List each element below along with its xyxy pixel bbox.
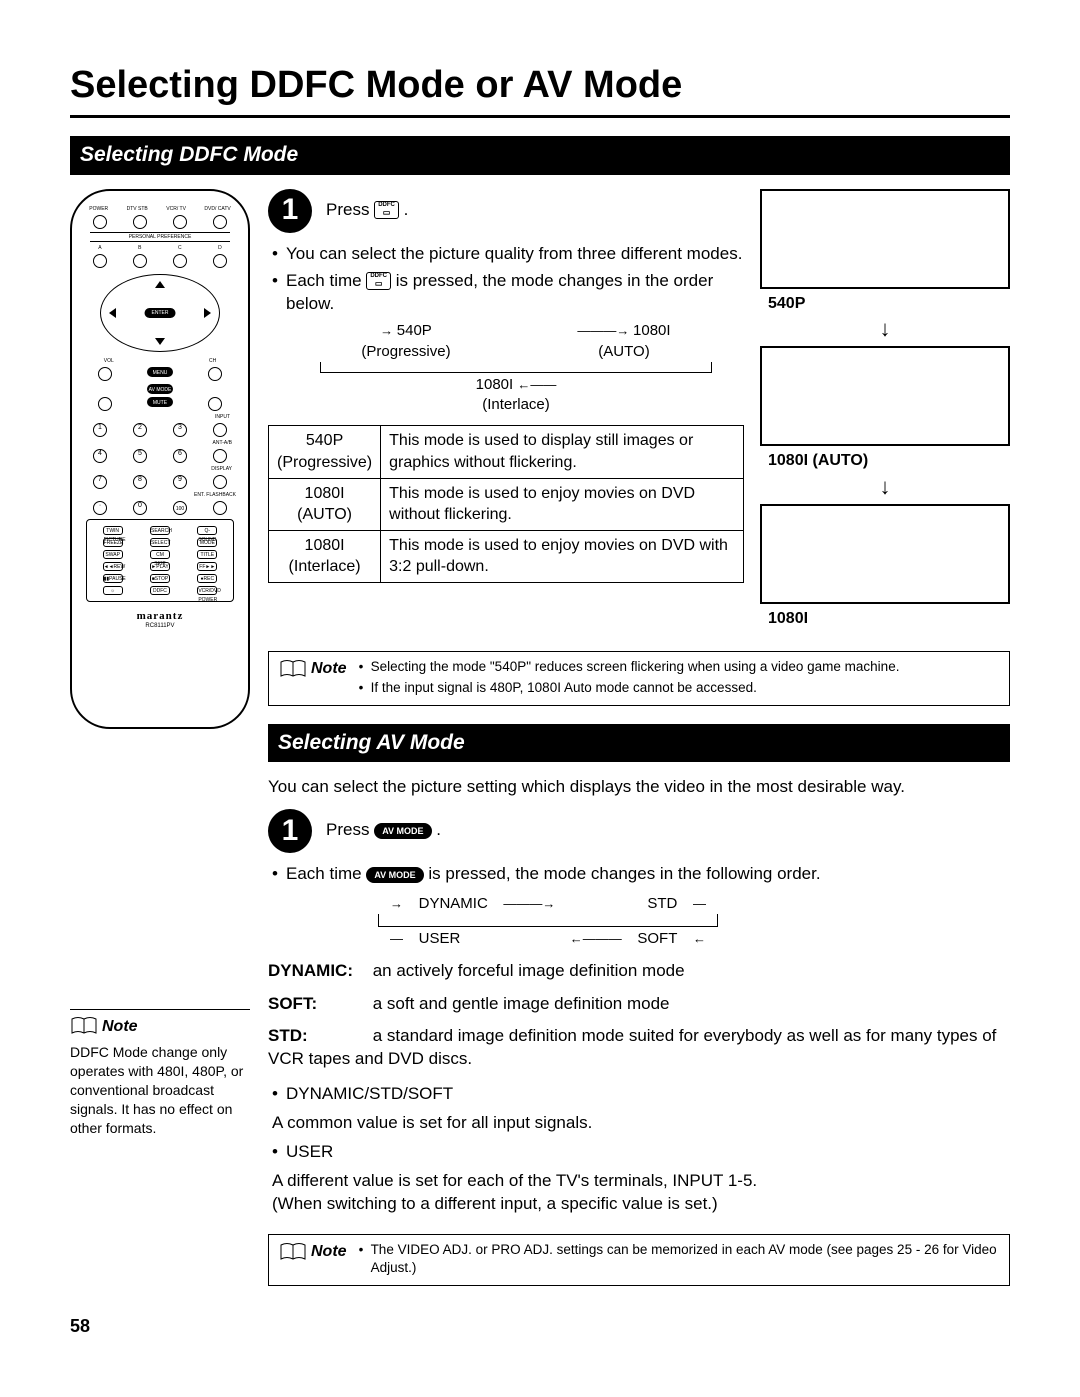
page-title: Selecting DDFC Mode or AV Mode: [70, 60, 1010, 111]
enter-button[interactable]: ENTER: [145, 308, 176, 318]
page-number: 58: [70, 1314, 1010, 1338]
brand-logo: marantz: [80, 610, 240, 623]
screen-preview: [760, 189, 1010, 289]
dpad[interactable]: ENTER: [100, 274, 220, 352]
power-button[interactable]: [93, 215, 107, 229]
screen-preview: [760, 346, 1010, 446]
ddfc-cycle-diagram: → 540P(Progressive) ———→ 1080I(AUTO) 108…: [298, 321, 734, 415]
section-av-header: Selecting AV Mode: [268, 724, 1010, 762]
ddfc-bullet-2: Each time DDFC▭ is pressed, the mode cha…: [272, 270, 744, 316]
table-row: 1080I(Interlace) This mode is used to en…: [269, 530, 744, 582]
ddfc-button-icon: DDFC▭: [366, 272, 391, 289]
av-definitions: DYNAMIC: an actively forceful image defi…: [268, 960, 1010, 1072]
ddfc-note-box: Note Selecting the mode "540P" reduces s…: [268, 651, 1010, 705]
press-text: Press: [326, 200, 374, 219]
av-note-box: Note The VIDEO ADJ. or PRO ADJ. settings…: [268, 1234, 1010, 1286]
av-item-2: USER: [272, 1141, 1010, 1164]
side-note-text: DDFC Mode change only operates with 480I…: [70, 1043, 250, 1137]
note-item: Selecting the mode "540P" reduces screen…: [359, 658, 900, 676]
remote-control: POWER DTV STB VCR/ TV DVD/ CATV PERSONAL…: [70, 189, 250, 729]
book-icon: [279, 1242, 307, 1262]
remote-power-label: POWER: [89, 206, 108, 212]
ddfc-button-icon: DDFC▭: [374, 201, 399, 218]
step-1-badge: 1: [268, 189, 312, 233]
ddfc-bullet-1: You can select the picture quality from …: [272, 243, 744, 266]
mute-button[interactable]: MUTE: [147, 397, 173, 407]
step-1-badge: 1: [268, 809, 312, 853]
avmode-button[interactable]: AV MODE: [147, 384, 173, 394]
note-item: The VIDEO ADJ. or PRO ADJ. settings can …: [359, 1241, 999, 1277]
ddfc-mode-table: 540P(Progressive) This mode is used to d…: [268, 425, 744, 583]
screen-previews: 540P ↓ 1080I (AUTO) ↓ 1080I: [760, 189, 1010, 634]
arrow-down-icon: ↓: [760, 318, 1010, 340]
arrow-down-icon: ↓: [760, 476, 1010, 498]
av-each-time: Each time AV MODE is pressed, the mode c…: [272, 863, 1010, 886]
av-item-1: DYNAMIC/STD/SOFT: [272, 1083, 1010, 1106]
avmode-button-icon: AV MODE: [374, 823, 431, 839]
table-row: 540P(Progressive) This mode is used to d…: [269, 426, 744, 478]
avmode-button-icon: AV MODE: [366, 867, 423, 883]
av-intro: You can select the picture setting which…: [268, 776, 1010, 799]
screen-label: 1080I: [768, 608, 1010, 630]
screen-preview: [760, 504, 1010, 604]
title-rule: [70, 115, 1010, 118]
screen-label: 540P: [768, 293, 1010, 315]
av-cycle-diagram: → DYNAMIC ———→ STD — — USER ←——— SOFT ←: [378, 894, 718, 950]
note-item: If the input signal is 480P, 1080I Auto …: [359, 679, 900, 697]
menu-button[interactable]: MENU: [147, 367, 173, 377]
screen-label: 1080I (AUTO): [768, 450, 1010, 472]
book-icon: [70, 1016, 98, 1036]
remote-pref-label: PERSONAL PREFERENCE: [90, 232, 230, 242]
book-icon: [279, 659, 307, 679]
section-ddfc-header: Selecting DDFC Mode: [70, 136, 1010, 174]
table-row: 1080I(AUTO) This mode is used to enjoy m…: [269, 478, 744, 530]
side-note: Note DDFC Mode change only operates with…: [70, 1009, 250, 1138]
model-number: RC8111PV: [80, 623, 240, 630]
